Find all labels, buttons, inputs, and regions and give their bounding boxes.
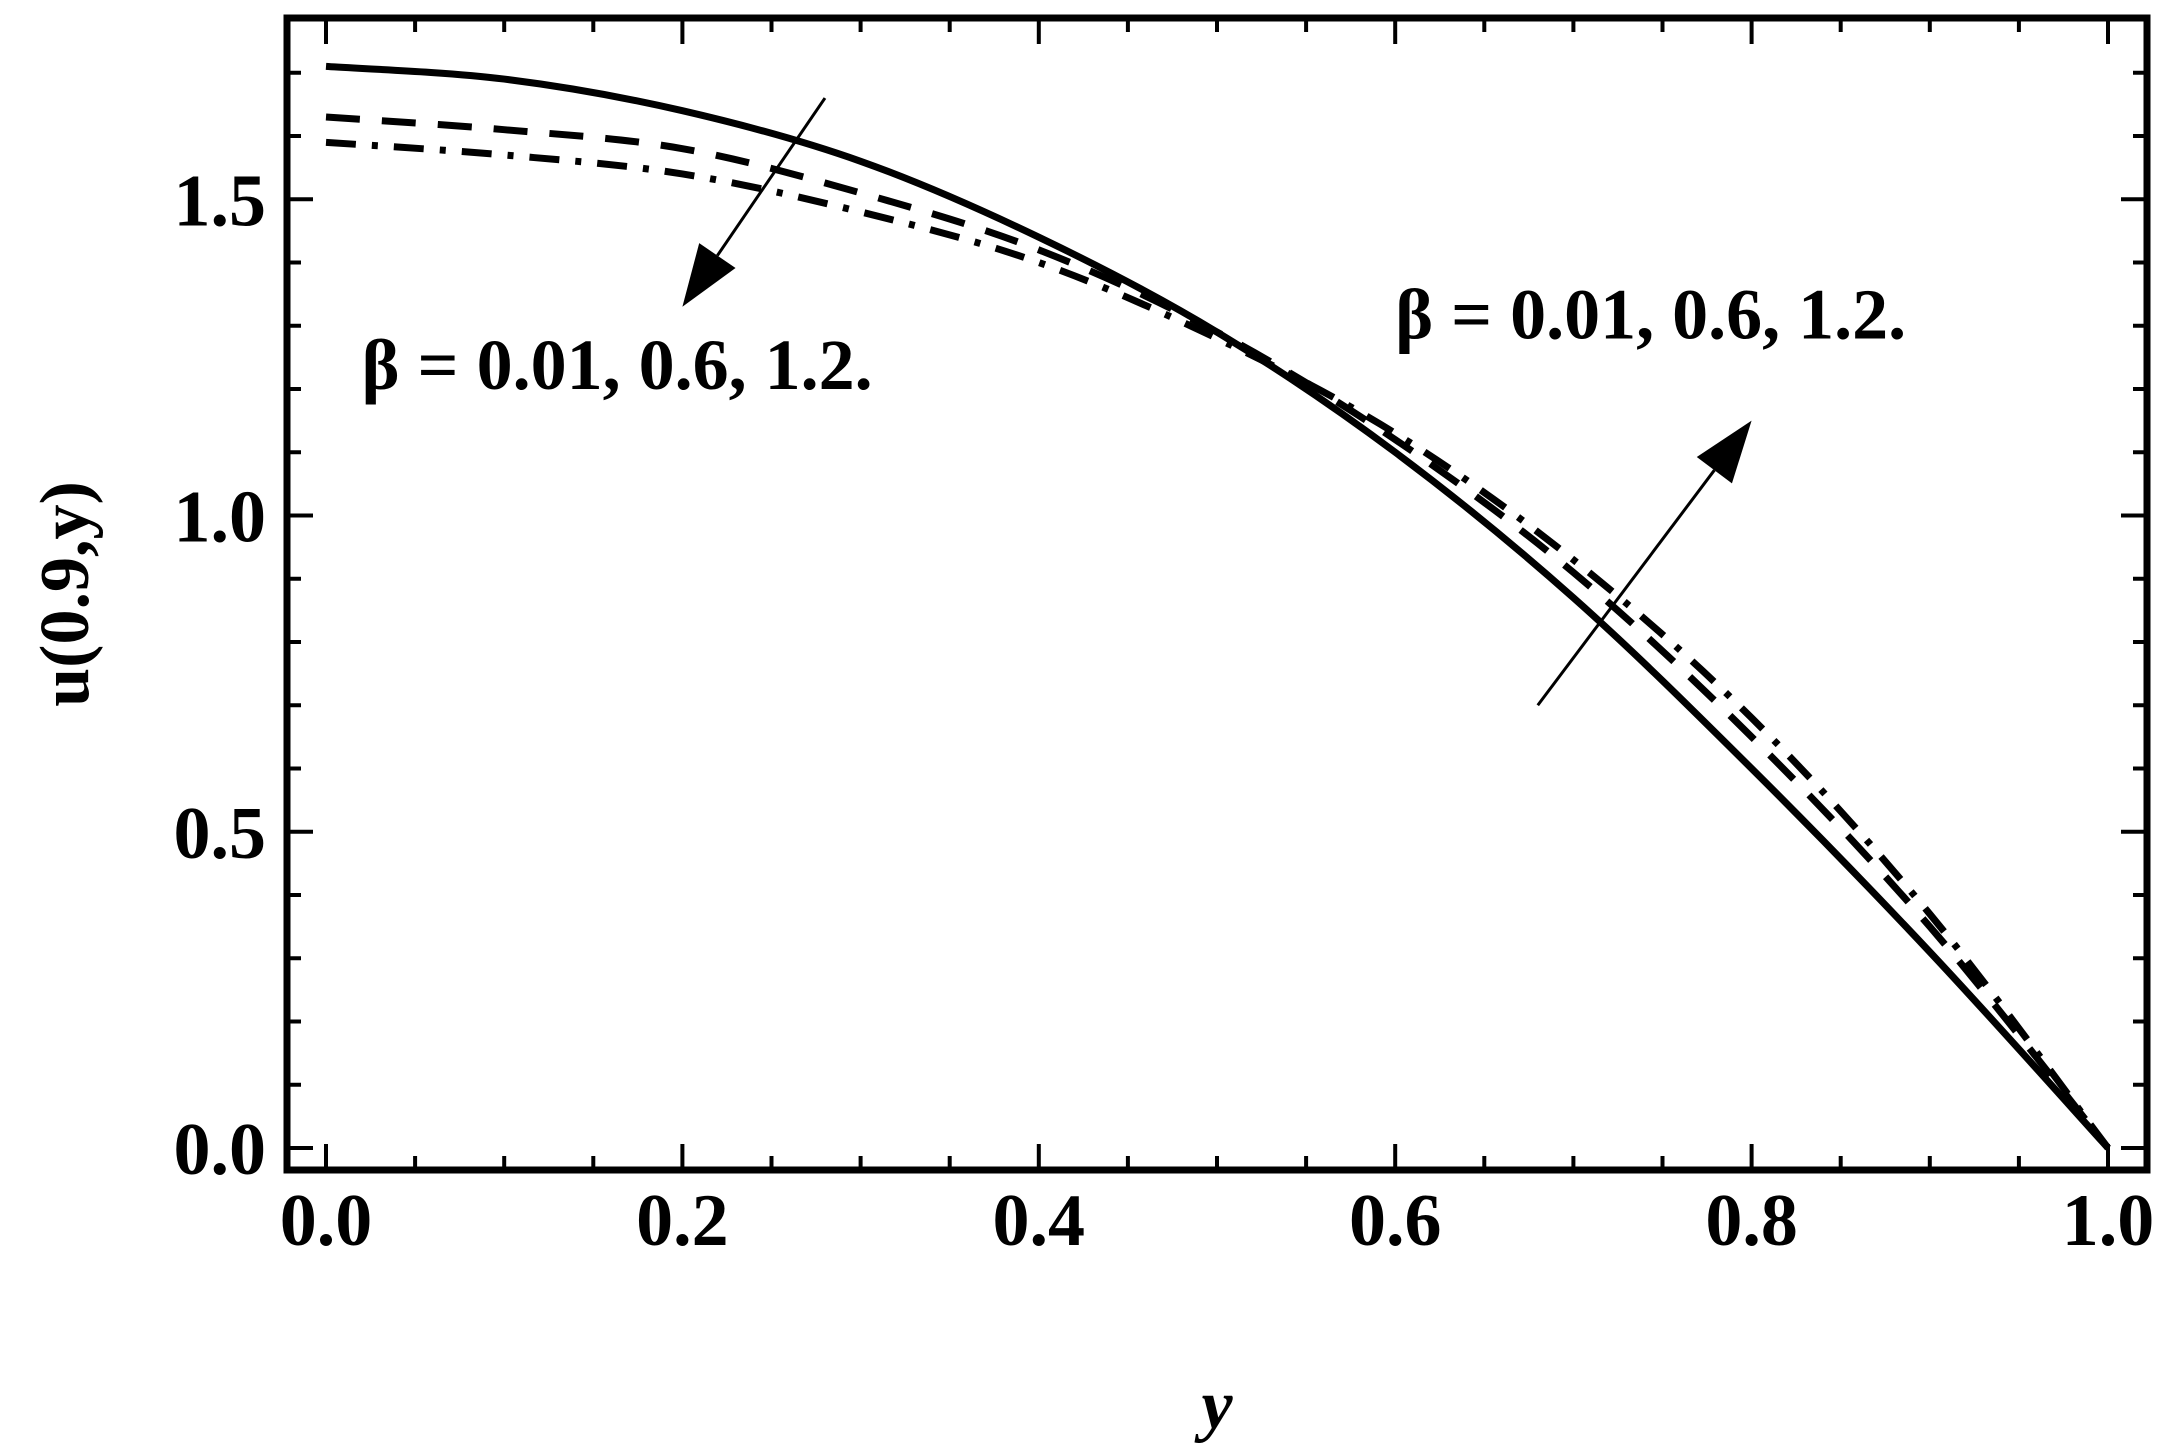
beta-annotation-decrease-arrow-head bbox=[682, 243, 736, 307]
beta-annotation-increase-text: β = 0.01, 0.6, 1.2. bbox=[1395, 274, 1906, 354]
x-tick-label: 0.2 bbox=[636, 1180, 729, 1262]
beta-annotation-increase-arrow-line bbox=[1536, 469, 1716, 707]
y-tick-label: 0.0 bbox=[174, 1109, 267, 1191]
x-tick-label: 1.0 bbox=[2062, 1180, 2155, 1262]
beta-annotation-decrease-arrow-line bbox=[716, 97, 827, 257]
curves-layer bbox=[325, 62, 2111, 1151]
y-axis-label: u(0.9,y) bbox=[27, 481, 104, 707]
series-line-dashed bbox=[325, 113, 2111, 1151]
x-tick-label: 0.4 bbox=[993, 1180, 1086, 1262]
annotations-layer: β = 0.01, 0.6, 1.2. β = 0.01, 0.6, 1.2. bbox=[362, 97, 1906, 707]
beta-annotation-decrease-text: β = 0.01, 0.6, 1.2. bbox=[362, 325, 873, 405]
x-axis-label: y bbox=[1194, 1367, 1233, 1444]
x-tick-label: 0.6 bbox=[1349, 1180, 1442, 1262]
series-line-dashdot bbox=[325, 138, 2111, 1151]
beta-annotation-increase-arrow-head bbox=[1696, 420, 1752, 484]
y-tick-label: 1.5 bbox=[174, 160, 267, 242]
ticks-layer: 0.0 0.2 0.4 0.6 0.8 1.0 0.0 0.5 1.0 1.5 bbox=[174, 18, 2155, 1262]
x-tick-label: 0.8 bbox=[1705, 1180, 1798, 1262]
y-tick-label: 1.0 bbox=[174, 477, 267, 559]
y-tick-label: 0.5 bbox=[174, 793, 267, 875]
plot-frame bbox=[283, 14, 2151, 1174]
series-line-solid bbox=[325, 62, 2111, 1151]
x-tick-label: 0.0 bbox=[280, 1180, 373, 1262]
